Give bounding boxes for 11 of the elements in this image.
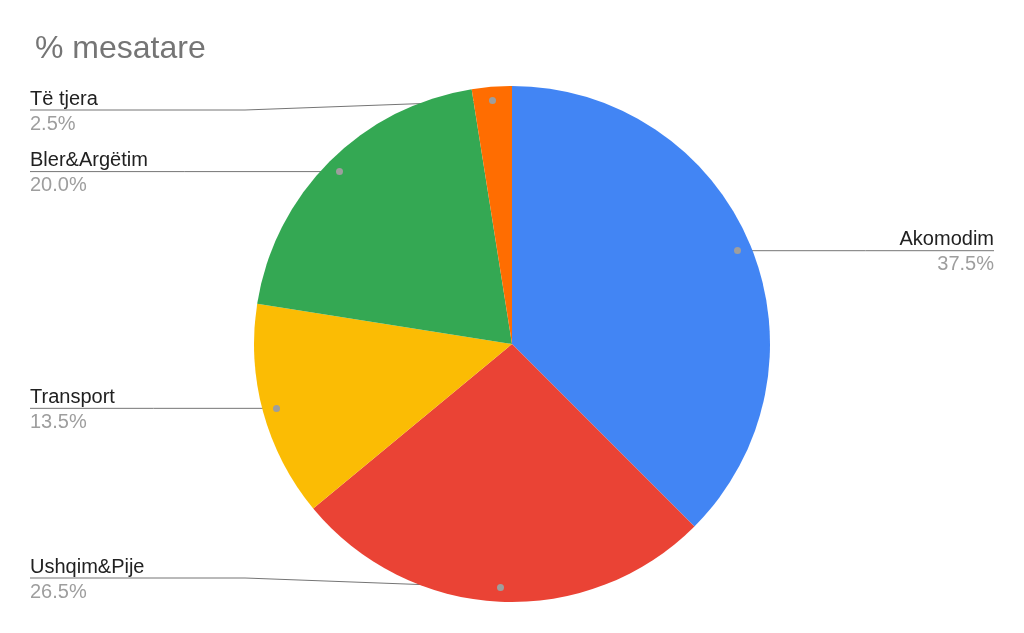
chart-title: % mesatare: [35, 29, 206, 65]
data-label: 26.5%: [30, 579, 87, 602]
slice-label: Ushqim&Pije: [30, 554, 145, 577]
slice-label: Transport: [30, 384, 116, 407]
data-label: 20.0%: [30, 173, 87, 196]
slice-label: Të tjera: [30, 86, 99, 109]
data-label: 13.5%: [30, 409, 87, 432]
slice-label: Bler&Argëtim: [30, 148, 148, 171]
slice-label: Akomodim: [899, 227, 994, 250]
data-label: 37.5%: [937, 252, 995, 275]
data-label: 2.5%: [30, 111, 76, 134]
